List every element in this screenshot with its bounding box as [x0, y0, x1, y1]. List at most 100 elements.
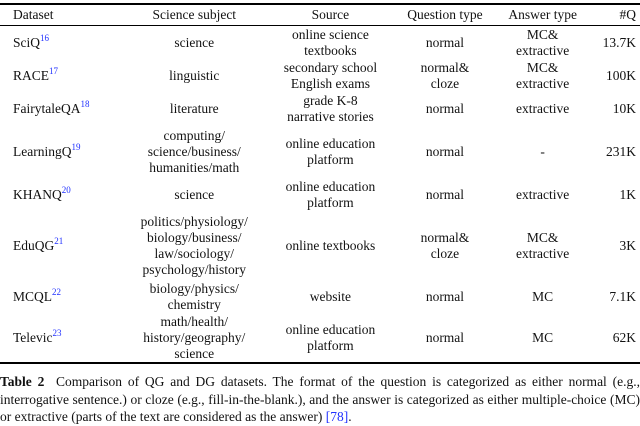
count-cell: 3K	[589, 212, 640, 280]
answer-type-cell-line: MC	[532, 329, 554, 345]
subject-cell-line: science	[174, 345, 215, 361]
subject-cell: linguistic	[121, 60, 267, 93]
citation-link[interactable]: 19	[71, 141, 81, 152]
source-cell-line: online education	[285, 178, 376, 194]
citation-link[interactable]: 20	[61, 184, 71, 195]
subject-cell-line: computing/	[163, 127, 226, 143]
answer-type-cell-line: extractive	[516, 245, 570, 261]
question-type-cell-line: cloze	[430, 245, 460, 261]
question-type-cell: normal	[394, 126, 496, 178]
caption-label: Table 2	[0, 374, 45, 389]
caption-text: Comparison of QG and DG datasets. The fo…	[0, 374, 640, 424]
subject-cell: science	[121, 178, 267, 212]
header-row: Dataset Science subject Source Question …	[0, 4, 640, 26]
subject-cell-line: psychology/history	[142, 261, 247, 277]
question-type-cell-line: cloze	[430, 76, 460, 91]
question-type-cell: normal	[394, 314, 496, 363]
subject-cell: literature	[121, 93, 267, 126]
source-cell: online textbooks	[267, 212, 394, 280]
dataset-cell: KHANQ20	[0, 178, 121, 212]
subject-cell-line: history/geography/	[143, 329, 246, 345]
count-cell: 62K	[589, 314, 640, 363]
subject-cell: biology/physics/chemistry	[121, 280, 267, 314]
source-cell: online science textbooks	[267, 26, 394, 60]
table-row: Televic23 math/health/history/geography/s…	[0, 314, 640, 363]
dataset-cell-text: MCQL	[13, 288, 53, 304]
answer-type-cell: extractive	[496, 178, 589, 212]
source-cell: website	[267, 280, 394, 314]
citation-link[interactable]: 16	[40, 32, 49, 43]
source-cell-line: platform	[307, 194, 354, 210]
header-source: Source	[311, 7, 350, 22]
count-cell-text: 100K	[606, 68, 636, 83]
table-row: LearningQ19 computing/science/business/hu…	[0, 126, 640, 178]
answer-type-cell: MC& extractive	[496, 26, 589, 60]
subject-cell-line: chemistry	[167, 296, 221, 312]
subject-cell: math/health/history/geography/science	[121, 314, 267, 363]
subject-cell-line: humanities/math	[149, 159, 240, 175]
subject-cell-line: linguistic	[169, 68, 220, 83]
count-cell: 231K	[589, 126, 640, 178]
dataset-cell: EduQG21	[0, 212, 121, 280]
header-count: #Q	[619, 7, 637, 22]
table-row: FairytaleQA18 literature grade K-8 narrativ…	[0, 93, 640, 126]
count-cell: 100K	[589, 60, 640, 93]
table-caption: Table 2 Comparison of QG and DG datasets…	[0, 373, 640, 426]
source-cell-line: online science	[292, 26, 369, 42]
question-type-cell-line: normal	[425, 329, 465, 345]
source-cell-line: English exams	[290, 76, 370, 91]
question-type-cell-line: normal&	[420, 60, 470, 75]
answer-type-cell-line: MC&	[526, 26, 559, 42]
answer-type-cell: MC	[496, 314, 589, 363]
datasets-table: Dataset Science subject Source Question …	[0, 3, 640, 364]
dataset-cell-text: Televic	[13, 329, 53, 345]
answer-type-cell-line: extractive	[516, 186, 570, 202]
count-cell-text: 3K	[619, 237, 637, 253]
source-cell-line: online textbooks	[285, 237, 376, 253]
count-cell: 13.7K	[589, 26, 640, 60]
header-dataset: Dataset	[13, 7, 54, 22]
question-type-cell-line: normal	[425, 101, 465, 116]
dataset-cell: LearningQ19	[0, 126, 121, 178]
source-cell: online education platform	[267, 314, 394, 363]
count-cell-text: 62K	[612, 329, 636, 345]
header-question-type: Question type	[407, 7, 483, 22]
citation-link[interactable]: 21	[54, 235, 64, 246]
table-row: EduQG21 politics/physiology/biology/busin…	[0, 212, 640, 280]
answer-type-cell: MC	[496, 280, 589, 314]
source-cell-line: grade K-8	[303, 93, 358, 108]
dataset-cell-text: LearningQ	[13, 143, 72, 159]
answer-type-cell-line: MC	[532, 288, 554, 304]
table-row: RACE17 linguistic secondary school English …	[0, 60, 640, 93]
question-type-cell: normal	[394, 26, 496, 60]
count-cell: 7.1K	[589, 280, 640, 314]
source-cell-line: narrative stories	[287, 109, 374, 124]
source-cell: secondary school English exams	[267, 60, 394, 93]
question-type-cell-line: normal	[425, 288, 465, 304]
answer-type-cell-line: extractive	[516, 101, 570, 116]
answer-type-cell: MC& extractive	[496, 60, 589, 93]
question-type-cell-line: normal	[425, 186, 465, 202]
dataset-cell-text: EduQG	[13, 237, 55, 253]
source-cell-line: textbooks	[304, 42, 357, 58]
dataset-cell-text: SciQ	[13, 34, 40, 50]
answer-type-cell-line: MC&	[526, 60, 559, 75]
source-cell-line: website	[309, 288, 352, 304]
question-type-cell-line: normal	[425, 143, 465, 159]
citation-link[interactable]: 23	[52, 327, 62, 338]
answer-type-cell: extractive	[496, 93, 589, 126]
count-cell-text: 7.1K	[609, 288, 636, 304]
dataset-cell-text: KHANQ	[13, 186, 62, 202]
source-cell-line: online education	[285, 135, 376, 151]
citation-link[interactable]: 22	[52, 286, 62, 297]
subject-cell-line: science	[174, 34, 215, 50]
count-cell-text: 10K	[612, 101, 636, 116]
source-cell: grade K-8 narrative stories	[267, 93, 394, 126]
citation-link[interactable]: [78]	[325, 409, 349, 424]
citation-link[interactable]: 17	[49, 66, 59, 76]
answer-type-cell: -	[496, 126, 589, 178]
citation-link[interactable]: 18	[80, 99, 90, 109]
subject-cell-line: literature	[169, 101, 219, 116]
dataset-cell-text: FairytaleQA	[13, 101, 81, 116]
